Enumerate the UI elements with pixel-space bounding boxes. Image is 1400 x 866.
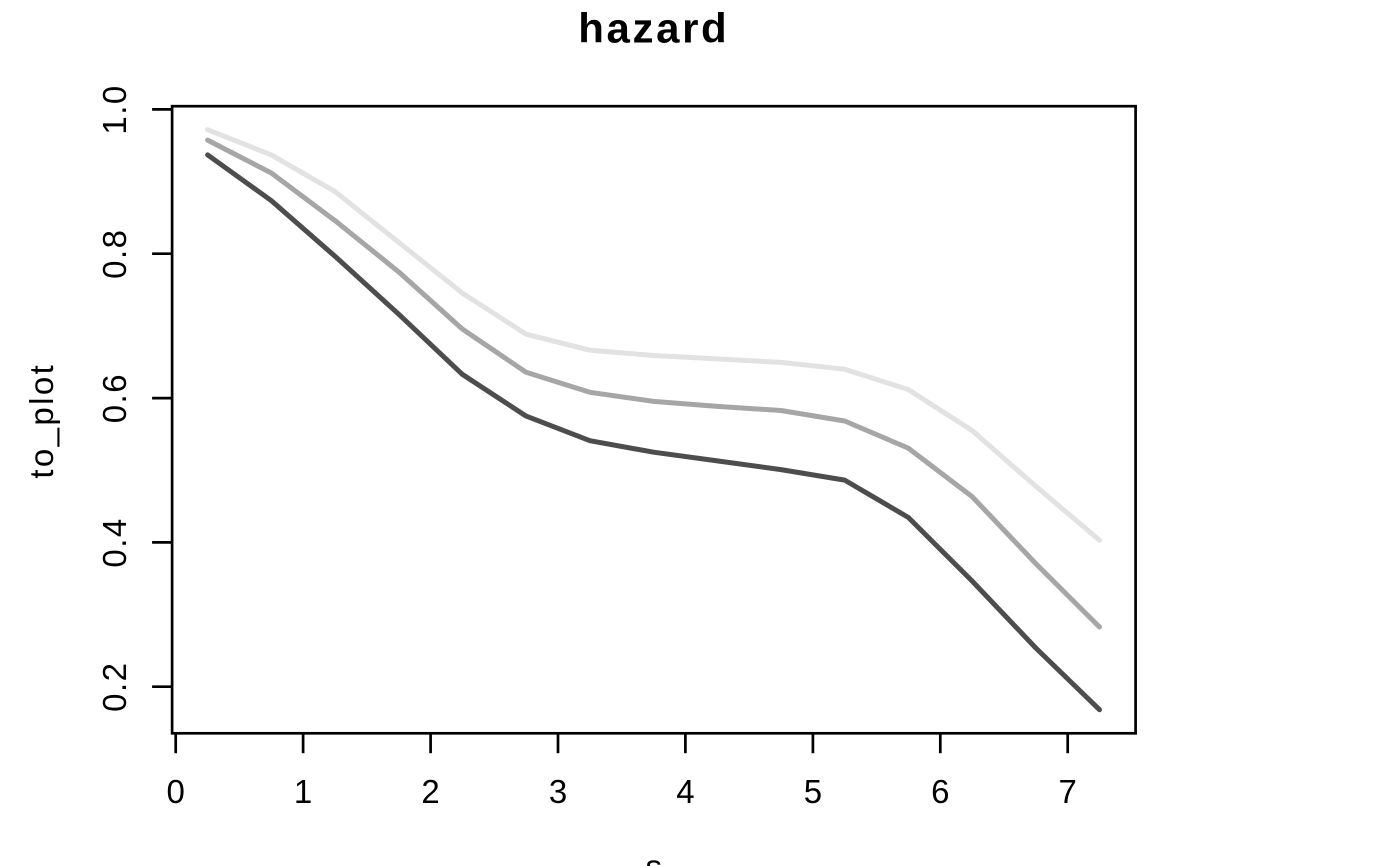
svg-text:5: 5 [804,773,822,810]
svg-text:1.0: 1.0 [96,84,133,134]
svg-text:s: s [646,848,663,866]
svg-text:3: 3 [549,773,567,810]
svg-text:0.6: 0.6 [96,373,133,423]
svg-text:hazard: hazard [578,5,729,52]
svg-text:4: 4 [676,773,694,810]
svg-text:6: 6 [931,773,949,810]
svg-text:2: 2 [421,773,439,810]
svg-text:0: 0 [167,773,185,810]
svg-text:7: 7 [1059,773,1077,810]
svg-text:1: 1 [294,773,312,810]
svg-text:0.8: 0.8 [96,229,133,279]
svg-text:to_plot: to_plot [23,363,60,479]
svg-text:0.2: 0.2 [96,662,133,712]
svg-text:0.4: 0.4 [96,517,133,567]
